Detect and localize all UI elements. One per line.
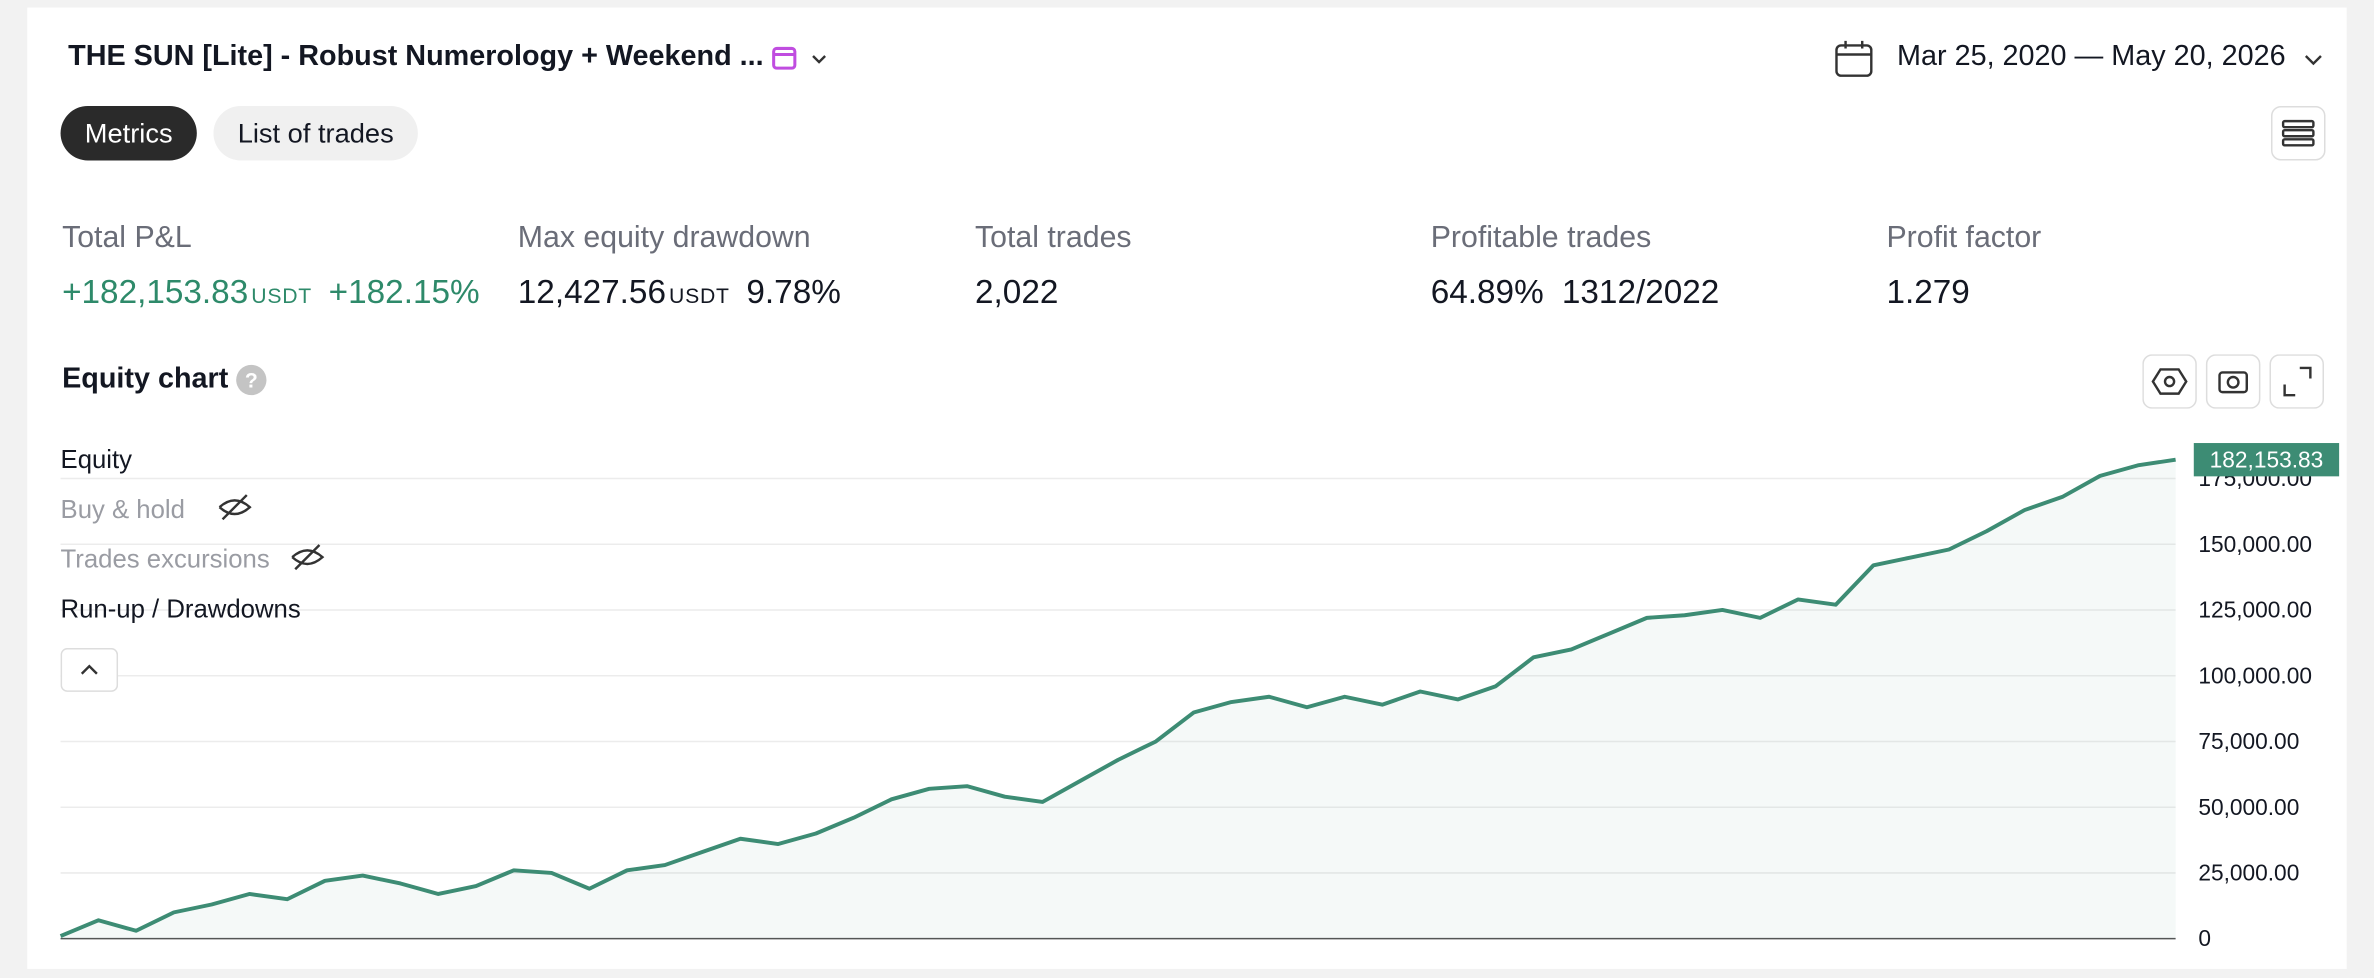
y-tick-label: 125,000.00 <box>2198 597 2312 623</box>
svg-text:?: ? <box>245 370 258 393</box>
y-tick-label: 0 <box>2198 925 2211 951</box>
metric-value: 1.279 <box>1886 273 1969 312</box>
tab-metrics[interactable]: Metrics <box>60 105 197 161</box>
equity-area <box>60 459 2176 939</box>
metric-label: Total P&L <box>62 221 192 255</box>
last-value-label: 182,153.83 <box>2210 446 2324 472</box>
metric-number: 12,427.56 <box>517 272 666 311</box>
date-caret[interactable] <box>2303 50 2324 68</box>
y-tick-label: 150,000.00 <box>2198 531 2312 557</box>
hidden-eye-icon <box>218 494 252 521</box>
metric-label: Profit factor <box>1886 221 2042 255</box>
tab-trades[interactable]: List of trades <box>213 105 418 161</box>
chart-buttons[interactable] <box>2142 354 2327 409</box>
metric-extra: 1312/2022 <box>1561 272 1720 311</box>
y-tick-label: 75,000.00 <box>2198 728 2299 754</box>
metric-unit: USDT <box>251 283 313 308</box>
metric-value: +182,153.83 USDT +182.15% <box>62 273 480 312</box>
legend-item[interactable]: Trades excursions <box>61 546 270 574</box>
title-icons[interactable] <box>769 44 836 74</box>
metric-number: 64.89% <box>1430 272 1544 311</box>
metric-unit: USDT <box>668 283 730 308</box>
metric-extra: +182.15% <box>328 272 480 311</box>
metric-value: 12,427.56 USDT 9.78% <box>518 273 841 312</box>
layout-button[interactable] <box>2271 105 2326 161</box>
metric-label: Max equity drawdown <box>517 221 811 255</box>
eye-path <box>291 544 325 571</box>
eye-path <box>218 494 252 521</box>
metric-value: 2,022 <box>975 273 1058 312</box>
metric-label: Total trades <box>975 221 1132 255</box>
y-tick-label: 25,000.00 <box>2198 860 2299 886</box>
equity-line <box>59 457 2176 938</box>
metric-value: 64.89% 1312/2022 <box>1431 273 1720 312</box>
metric-extra: 9.78% <box>746 272 841 311</box>
calendar-icon[interactable] <box>1833 38 1875 80</box>
metric-number: 2,022 <box>975 272 1059 311</box>
metric-number: +182,153.83 <box>62 272 249 311</box>
date-range[interactable]: Mar 25, 2020 — May 20, 2026 <box>1897 40 2286 73</box>
equity-chart-title: Equity chart <box>62 363 229 396</box>
last-value-box <box>2193 443 2340 477</box>
legend-item[interactable]: Buy & hold <box>61 496 185 524</box>
metric-number: 1.279 <box>1886 272 1970 311</box>
metric-label: Profitable trades <box>1430 221 1652 255</box>
strategy-title[interactable]: THE SUN [Lite] - Robust Numerology + Wee… <box>68 40 764 73</box>
hidden-eye-icon <box>291 544 325 571</box>
equity-chart: 0 25,000.00 50,000.00 75,000.00 100,000.00 12… <box>59 443 2340 951</box>
legend-item[interactable]: Equity <box>61 446 133 474</box>
help-icon[interactable]: ? <box>235 363 268 396</box>
strategy-panel: THE SUN [Lite] - Robust Numerology + Wee… <box>27 7 2347 969</box>
y-tick-label: 100,000.00 <box>2198 662 2312 688</box>
legend-item[interactable]: Run-up / Drawdowns <box>61 596 301 624</box>
collapse-button[interactable] <box>60 647 119 693</box>
y-tick-label: 50,000.00 <box>2198 794 2299 820</box>
